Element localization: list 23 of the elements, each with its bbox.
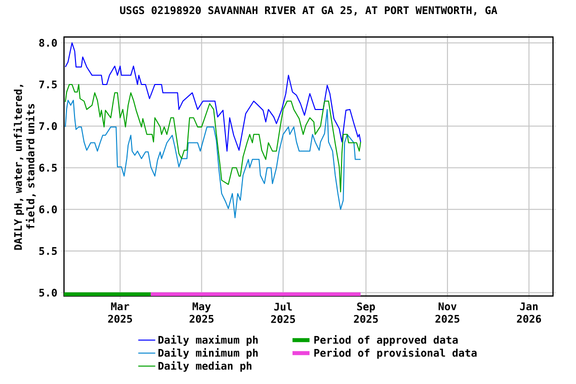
y-tick-label: 5.5 [39, 247, 57, 255]
y-tick-label: 5.0 [39, 288, 57, 297]
x-tick-label: May 2025 [190, 302, 214, 323]
x-tick-label: Jan 2026 [516, 302, 541, 323]
x-tick-label: Nov 2025 [435, 302, 460, 323]
legend-label: Daily minimum ph [158, 348, 258, 359]
y-tick-label: 7.0 [39, 122, 57, 130]
legend-label: Daily maximum ph [158, 335, 258, 346]
legend-label: Daily median ph [158, 361, 252, 372]
line-series [64, 84, 362, 192]
legend-label: Period of provisional data [314, 348, 477, 359]
chart-title: USGS 02198920 SAVANNAH RIVER AT GA 25, AT PORT WENTWORTH, GA [120, 6, 498, 16]
x-tick-label: Jul 2025 [271, 302, 295, 324]
legend-label: Period of approved data [314, 335, 458, 346]
y-tick-label: 8.0 [39, 38, 57, 47]
y-axis-title: DAILY pH, water, unfiltered, field, standard units [13, 84, 36, 250]
x-tick-label: Sep 2025 [354, 302, 378, 323]
y-tick-label: 6.0 [39, 205, 57, 214]
x-tick-label: Mar 2025 [108, 302, 132, 323]
y-tick-label: 6.5 [39, 164, 57, 172]
y-tick-label: 7.5 [39, 80, 57, 88]
line-series [64, 42, 362, 152]
line-series [64, 100, 362, 218]
